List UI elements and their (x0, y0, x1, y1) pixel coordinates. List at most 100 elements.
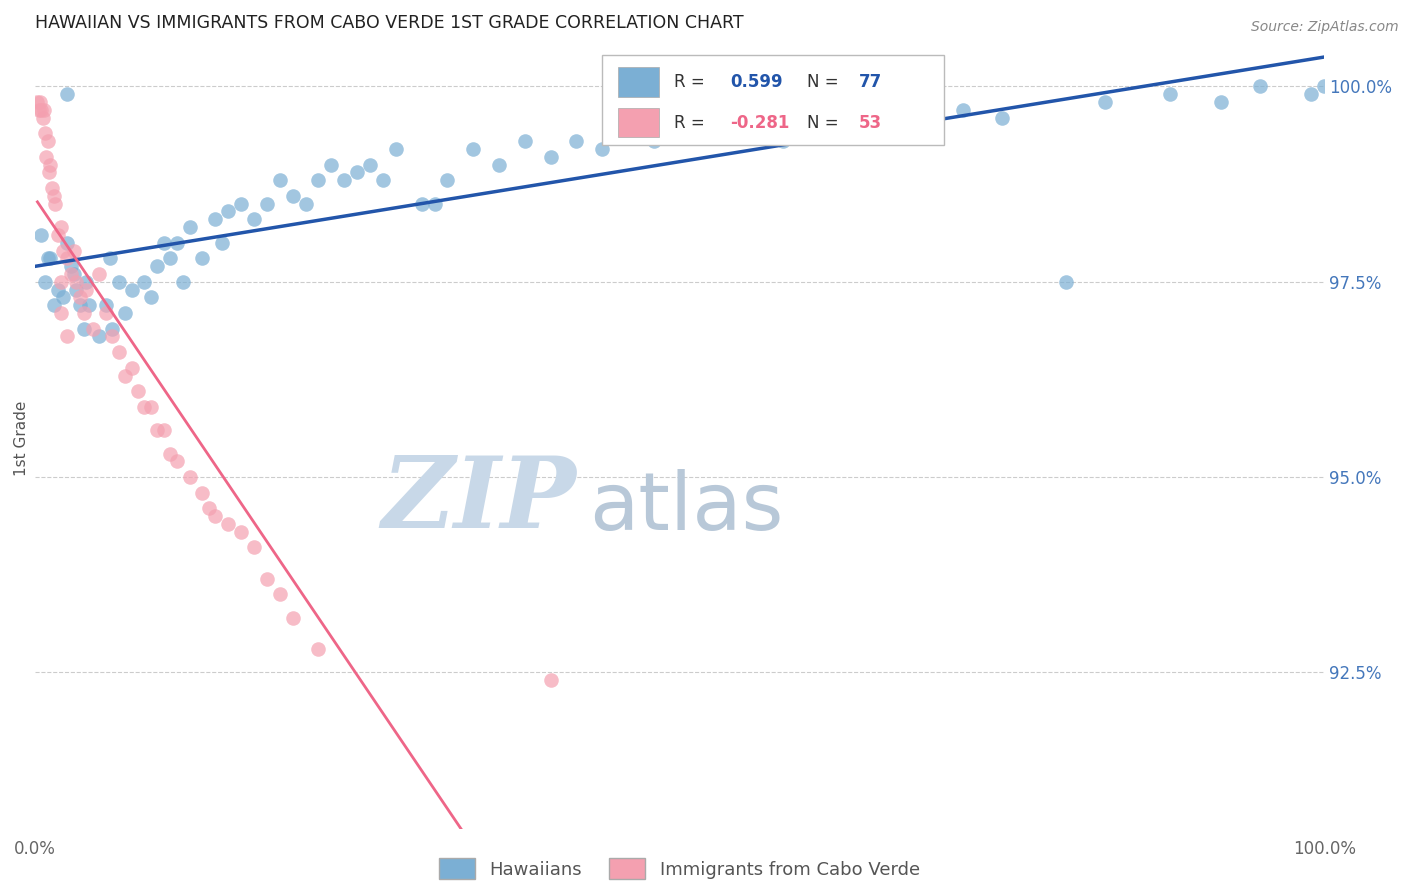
Point (94, 298, 117, 312)
Point (32, 103, 55, 117)
Point (991, 111, 1014, 125)
Point (927, 103, 949, 117)
Text: 0.599: 0.599 (730, 73, 783, 91)
Point (900, 103, 922, 117)
Point (423, 196, 446, 211)
Point (37, 252, 59, 266)
Point (89, 329, 111, 343)
Point (38, 165, 60, 179)
Point (114, 306, 136, 320)
Point (139, 290, 162, 304)
Point (191, 485, 214, 500)
Point (159, 447, 181, 461)
Point (281, 189, 304, 203)
Text: N =: N = (807, 73, 844, 91)
Point (56, 252, 79, 266)
Point (1159, 87, 1181, 102)
Point (49, 220, 72, 235)
Point (65, 275, 87, 289)
Point (52, 290, 75, 304)
Point (77, 298, 100, 312)
Point (30, 103, 52, 117)
Point (44, 189, 66, 203)
Point (62, 244, 84, 258)
Point (114, 368, 136, 383)
Point (411, 196, 433, 211)
Point (101, 321, 124, 335)
Point (204, 509, 226, 524)
Point (98, 252, 121, 266)
Point (346, 165, 368, 179)
Point (488, 157, 510, 171)
Point (321, 157, 343, 171)
Point (294, 196, 316, 211)
Point (139, 400, 162, 414)
Point (37, 134, 59, 148)
Point (231, 196, 253, 211)
Point (34, 275, 56, 289)
FancyBboxPatch shape (602, 55, 943, 145)
Point (59, 259, 82, 273)
Point (89, 267, 111, 281)
Point (166, 235, 188, 250)
Point (281, 611, 304, 625)
Point (823, 126, 845, 140)
Point (46, 227, 69, 242)
Point (35, 150, 58, 164)
Point (591, 142, 613, 156)
Point (69, 290, 91, 304)
Point (31, 111, 53, 125)
Point (27, 95, 49, 109)
Point (540, 150, 562, 164)
Point (1209, 95, 1232, 109)
Point (269, 173, 291, 187)
Point (56, 87, 79, 102)
Text: -0.281: -0.281 (730, 113, 789, 131)
Point (269, 587, 291, 601)
Point (1094, 95, 1116, 109)
Y-axis label: 1st Grade: 1st Grade (14, 401, 30, 475)
Point (49, 306, 72, 320)
FancyBboxPatch shape (617, 67, 659, 97)
Point (30, 227, 52, 242)
Text: R =: R = (675, 113, 710, 131)
Text: 53: 53 (859, 113, 882, 131)
Point (198, 501, 221, 516)
Point (759, 119, 782, 133)
Point (243, 212, 266, 227)
Point (59, 267, 82, 281)
Point (1313, 79, 1336, 94)
Point (211, 235, 233, 250)
Point (146, 423, 169, 437)
Point (166, 454, 188, 468)
Point (862, 103, 884, 117)
Point (121, 283, 143, 297)
Point (359, 157, 381, 171)
Point (333, 173, 356, 187)
Point (56, 235, 79, 250)
Point (75, 283, 97, 297)
Point (152, 423, 174, 437)
Point (952, 103, 974, 117)
Point (127, 384, 149, 399)
Point (1301, 87, 1323, 102)
Point (44, 196, 66, 211)
Point (134, 400, 156, 414)
Text: atlas: atlas (589, 469, 783, 548)
Point (308, 642, 330, 657)
Point (668, 126, 690, 140)
Legend: Hawaiians, Immigrants from Cabo Verde: Hawaiians, Immigrants from Cabo Verde (432, 851, 927, 886)
Point (179, 220, 201, 235)
Point (62, 267, 84, 281)
Point (134, 275, 156, 289)
Point (56, 329, 79, 343)
Point (39, 157, 62, 171)
Point (152, 235, 174, 250)
Point (69, 298, 91, 312)
Point (1054, 275, 1077, 289)
Point (49, 275, 72, 289)
Point (243, 541, 266, 555)
Point (121, 360, 143, 375)
Point (52, 244, 75, 258)
Point (371, 173, 394, 187)
